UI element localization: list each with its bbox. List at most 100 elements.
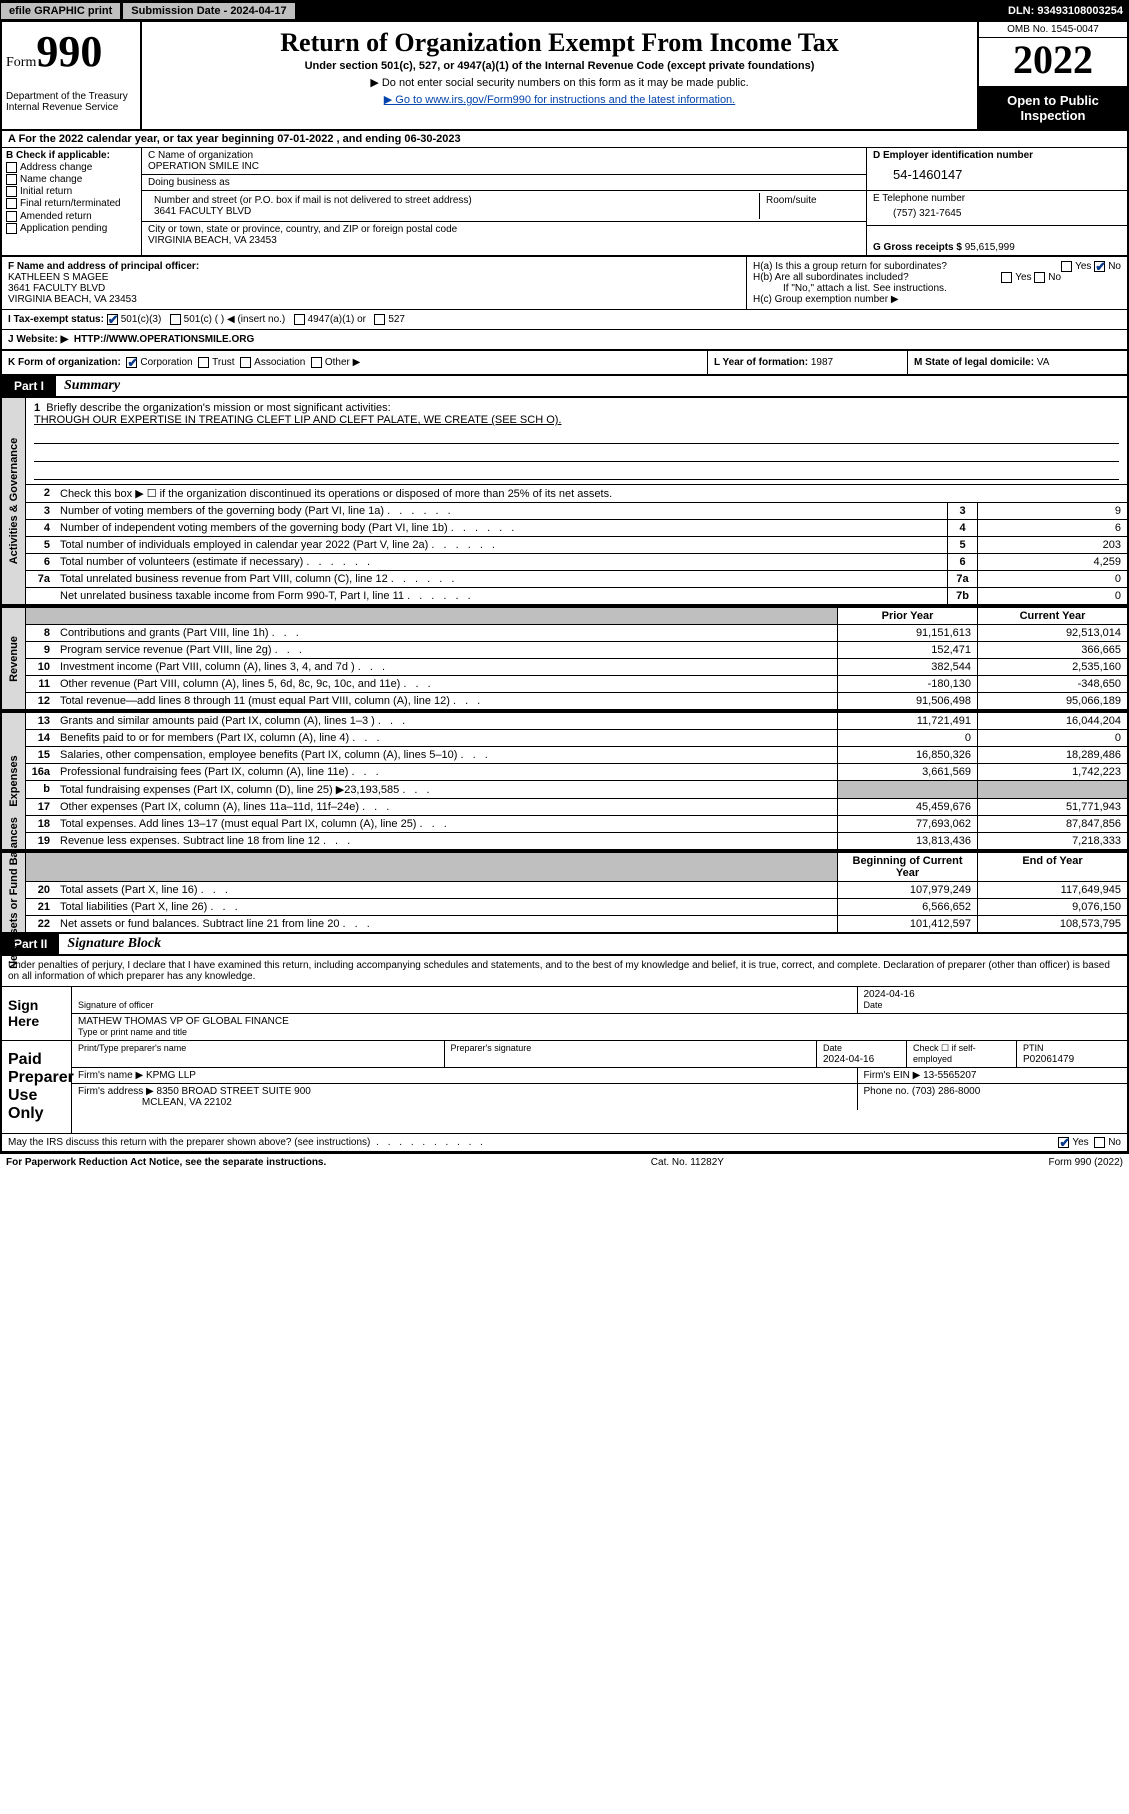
paperwork-notice: For Paperwork Reduction Act Notice, see … [6,1157,326,1168]
summary-revenue: Revenue Prior YearCurrent Year 8Contribu… [0,606,1129,711]
hdr-end: End of Year [977,853,1127,881]
cat-no: Cat. No. 11282Y [326,1157,1048,1168]
summary-row: 20Total assets (Part X, line 16) . . .10… [26,882,1127,899]
org-name: OPERATION SMILE INC [148,161,860,172]
may-discuss: May the IRS discuss this return with the… [8,1137,370,1148]
org-name-label: C Name of organization [148,150,860,161]
phone-value: (703) 286-8000 [912,1086,980,1097]
cb-other[interactable] [311,357,322,368]
ein-value: 54-1460147 [873,161,1121,188]
tax-year-range: A For the 2022 calendar year, or tax yea… [0,131,1129,148]
hdr-beg: Beginning of Current Year [837,853,977,881]
self-employed-check[interactable]: Check ☐ if self-employed [913,1043,976,1064]
prep-date-label: Date [823,1043,842,1053]
cb-assoc[interactable] [240,357,251,368]
website-row: J Website: ▶ HTTP://WWW.OPERATIONSMILE.O… [2,329,1127,349]
paid-preparer-label: Paid Preparer Use Only [2,1041,72,1133]
part2-header: Part II Signature Block [0,934,1129,956]
efile-print-button[interactable]: efile GRAPHIC print [0,2,121,20]
page-footer: For Paperwork Reduction Act Notice, see … [0,1153,1129,1171]
ein-label: D Employer identification number [873,150,1121,161]
summary-row: 22Net assets or fund balances. Subtract … [26,916,1127,932]
open-to-public: Open to Public Inspection [979,87,1127,129]
part2-title: Signature Block [59,936,161,952]
cb-address-change[interactable]: Address change [6,162,137,173]
phone-label: Phone no. [864,1086,910,1097]
addr-label: Number and street (or P.O. box if mail i… [154,195,753,206]
cb-initial-return[interactable]: Initial return [6,186,137,197]
hdr-prior: Prior Year [837,608,977,624]
summary-row: 8Contributions and grants (Part VIII, li… [26,625,1127,642]
city-value: VIRGINIA BEACH, VA 23453 [148,235,860,246]
prep-sig-label: Preparer's signature [451,1043,532,1053]
irs-link[interactable]: www.irs.gov/Form990 [425,94,531,106]
entity-block: B Check if applicable: Address change Na… [0,148,1129,257]
omb-number: OMB No. 1545-0047 [979,22,1127,38]
cb-corp[interactable] [126,357,137,368]
summary-row: 17Other expenses (Part IX, column (A), l… [26,799,1127,816]
cb-application-pending[interactable]: Application pending [6,223,137,234]
side-revenue: Revenue [8,636,20,682]
state-domicile: VA [1037,357,1050,368]
summary-row: 21Total liabilities (Part X, line 26) . … [26,899,1127,916]
cb-4947[interactable] [294,314,305,325]
summary-expenses: Expenses 13Grants and similar amounts pa… [0,711,1129,851]
summary-row: 10Investment income (Part VIII, column (… [26,659,1127,676]
hdr-curr: Current Year [977,608,1127,624]
cb-527[interactable] [374,314,385,325]
summary-row: Net unrelated business taxable income fr… [26,588,1127,604]
sig-date: 2024-04-16 [864,989,915,1000]
line2: Check this box ▶ ☐ if the organization d… [56,485,1127,502]
name-title-label: Type or print name and title [78,1027,187,1037]
cb-amended-return[interactable]: Amended return [6,211,137,222]
dept-treasury: Department of the Treasury Internal Reve… [6,91,136,113]
hb-note: If "No," attach a list. See instructions… [753,283,1121,294]
summary-row: 18Total expenses. Add lines 13–17 (must … [26,816,1127,833]
officer-addr1: 3641 FACULTY BLVD [8,283,740,294]
prep-name-label: Print/Type preparer's name [78,1043,186,1053]
goto-post: for instructions and the latest informat… [531,94,735,106]
submission-date: Submission Date - 2024-04-17 [123,3,294,19]
goto-note: ▶ Go to www.irs.gov/Form990 for instruct… [152,93,967,106]
tel-value: (757) 321-7645 [873,204,1121,223]
cb-501c3[interactable] [107,314,118,325]
form-label: Form [6,55,36,70]
summary-row: 13Grants and similar amounts paid (Part … [26,713,1127,730]
ptin-value: P02061479 [1023,1054,1074,1065]
side-expenses: Expenses [8,756,20,807]
room-label: Room/suite [766,195,854,206]
officer-label: F Name and address of principal officer: [8,261,740,272]
box-b-header: B Check if applicable: [6,150,137,161]
part1-tag: Part I [2,376,56,396]
side-activities: Activities & Governance [8,438,20,565]
cb-trust[interactable] [198,357,209,368]
summary-row: 14Benefits paid to or for members (Part … [26,730,1127,747]
officer-name: KATHLEEN S MAGEE [8,272,740,283]
cb-final-return[interactable]: Final return/terminated [6,198,137,209]
officer-block: F Name and address of principal officer:… [0,257,1129,351]
goto-pre: ▶ Go to [384,94,425,106]
gross-label: G Gross receipts $ [873,242,962,253]
summary-row: 19Revenue less expenses. Subtract line 1… [26,833,1127,849]
summary-row: 9Program service revenue (Part VIII, lin… [26,642,1127,659]
gross-value: 95,615,999 [965,242,1015,253]
sign-here-label: Sign Here [2,987,72,1040]
firm-ein: 13-5565207 [923,1070,976,1081]
summary-row: 3Number of voting members of the governi… [26,503,1127,520]
summary-netassets: Net Assets or Fund Balances Beginning of… [0,851,1129,934]
may-no-cb[interactable] [1094,1137,1105,1148]
dln: DLN: 93493108003254 [1008,5,1129,17]
summary-row: 7aTotal unrelated business revenue from … [26,571,1127,588]
ptin-label: PTIN [1023,1043,1044,1053]
officer-addr2: VIRGINIA BEACH, VA 23453 [8,294,740,305]
dba-label: Doing business as [148,177,860,188]
prep-date: 2024-04-16 [823,1054,874,1065]
cb-name-change[interactable]: Name change [6,174,137,185]
may-yes-cb[interactable] [1058,1137,1069,1148]
perjury-decl: Under penalties of perjury, I declare th… [2,956,1127,986]
firm-ein-label: Firm's EIN ▶ [864,1070,921,1081]
year-formation: 1987 [811,357,833,368]
summary-row: 15Salaries, other compensation, employee… [26,747,1127,764]
topbar: efile GRAPHIC print Submission Date - 20… [0,0,1129,22]
cb-501c[interactable] [170,314,181,325]
